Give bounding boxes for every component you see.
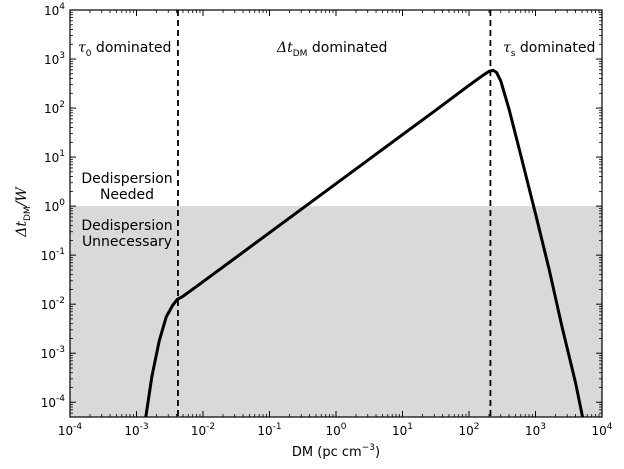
x-tick-label: 103 (525, 422, 546, 438)
x-axis-label: DM (pc cm−3) (292, 443, 380, 460)
y-tick-label: 10-4 (41, 394, 66, 410)
y-tick-label: 10-2 (41, 296, 65, 312)
y-tick-label: 10-3 (41, 345, 65, 361)
annotation-dtdm: ΔtDM dominated (276, 40, 387, 59)
annotation-tau0: τ0 dominated (78, 40, 171, 59)
annotation-taus: τs dominated (503, 40, 595, 59)
y-axis-label: ΔtDM/W (14, 186, 33, 238)
x-tick-label: 104 (591, 422, 612, 438)
x-tick-label: 101 (392, 422, 413, 438)
y-tick-label: 102 (44, 100, 65, 116)
x-tick-label: 10-3 (124, 422, 148, 438)
x-tick-label: 102 (458, 422, 479, 438)
y-tick-label: 101 (44, 149, 65, 165)
x-tick-labels: 10-4 10-3 10-2 10-1 100 101 102 103 104 (58, 422, 613, 438)
annotation-needed-line2: Needed (100, 187, 154, 203)
y-tick-label: 104 (44, 2, 65, 18)
y-tick-label: 10-1 (41, 247, 65, 263)
x-tick-label: 10-2 (191, 422, 215, 438)
annotation-unnecessary-line2: Unnecessary (82, 234, 172, 250)
annotation-unnecessary-line1: Dedispersion (81, 218, 172, 234)
x-tick-label: 10-1 (257, 422, 281, 438)
annotation-needed-line1: Dedispersion (81, 171, 172, 187)
y-tick-label: 100 (44, 198, 65, 214)
x-tick-label: 100 (325, 422, 346, 438)
y-tick-labels: 10-4 10-3 10-2 10-1 100 101 102 103 104 (41, 2, 66, 410)
y-tick-label: 103 (44, 51, 65, 67)
x-tick-label: 10-4 (58, 422, 83, 438)
